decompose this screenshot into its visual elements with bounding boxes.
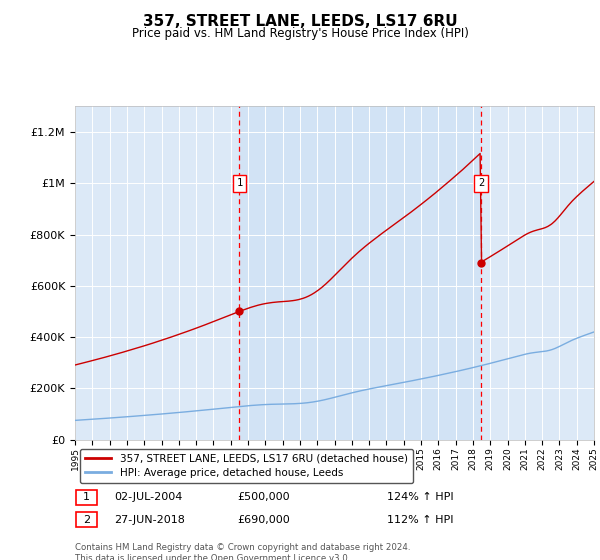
Text: Price paid vs. HM Land Registry's House Price Index (HPI): Price paid vs. HM Land Registry's House … <box>131 27 469 40</box>
Text: 1: 1 <box>236 178 242 188</box>
Text: 357, STREET LANE, LEEDS, LS17 6RU: 357, STREET LANE, LEEDS, LS17 6RU <box>143 14 457 29</box>
Text: 2: 2 <box>478 178 484 188</box>
Legend: 357, STREET LANE, LEEDS, LS17 6RU (detached house), HPI: Average price, detached: 357, STREET LANE, LEEDS, LS17 6RU (detac… <box>80 449 413 483</box>
Text: 27-JUN-2018: 27-JUN-2018 <box>114 515 185 525</box>
Text: 02-JUL-2004: 02-JUL-2004 <box>114 492 182 502</box>
Text: 2: 2 <box>83 515 90 525</box>
Text: 124% ↑ HPI: 124% ↑ HPI <box>387 492 454 502</box>
Text: £500,000: £500,000 <box>237 492 290 502</box>
Text: Contains HM Land Registry data © Crown copyright and database right 2024.
This d: Contains HM Land Registry data © Crown c… <box>75 543 410 560</box>
Text: 112% ↑ HPI: 112% ↑ HPI <box>387 515 454 525</box>
Text: £690,000: £690,000 <box>237 515 290 525</box>
Text: 1: 1 <box>83 492 90 502</box>
Bar <box>239 106 481 440</box>
